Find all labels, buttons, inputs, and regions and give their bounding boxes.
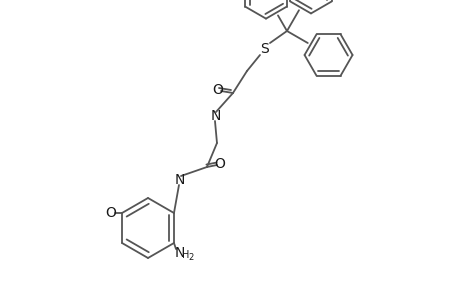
Text: N: N [174,246,185,260]
Text: H: H [182,250,189,260]
Text: N: N [174,173,185,187]
Text: N: N [210,109,221,123]
Text: O: O [212,83,223,97]
Text: 2: 2 [188,253,193,262]
Text: O: O [214,157,225,171]
Text: O: O [106,206,116,220]
Text: S: S [260,42,269,56]
